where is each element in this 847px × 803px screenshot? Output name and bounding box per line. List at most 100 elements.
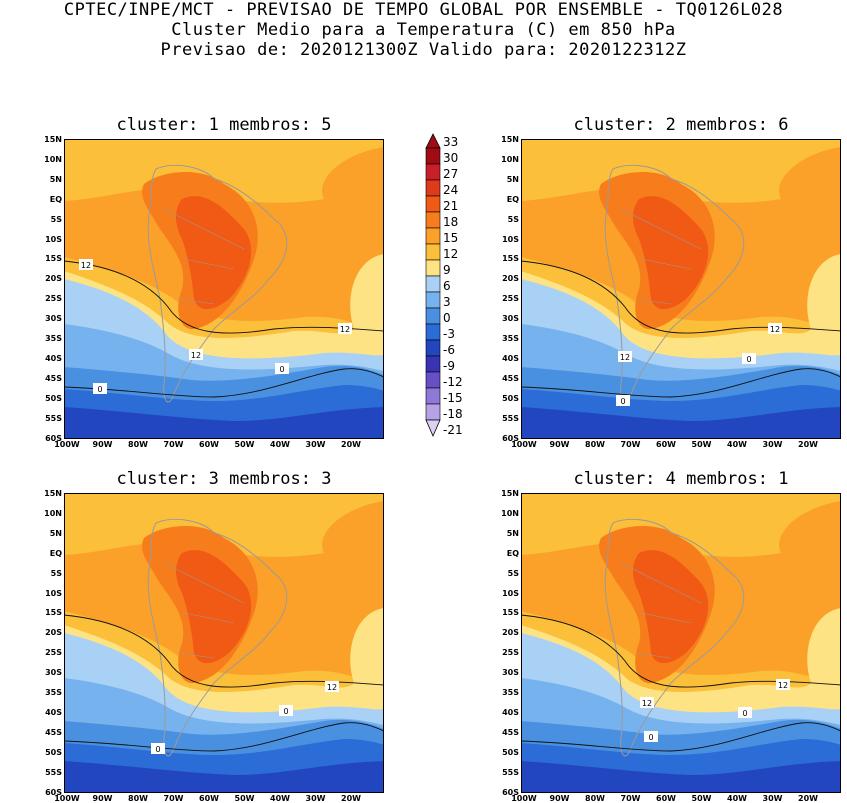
contour-label-text: 12 [81,261,91,270]
panel-4-map: 12 12 0 0 [521,493,841,793]
lon-tick-label: 20W [341,440,361,449]
lat-tick-label: 20S [45,274,62,284]
contour-label-text: 12 [642,699,652,708]
contour-label-bg [776,679,790,690]
lon-tick-label: 30W [762,440,783,449]
lat-tick-label: 55S [45,767,62,777]
lon-tick-label: 40W [270,794,290,803]
contour-label-text: 0 [648,733,653,742]
colorbar-label: 15 [443,231,459,245]
lon-tick-label: 30W [305,440,326,449]
contour-label-bg [279,705,293,716]
panel-3-title: cluster: 3 membros: 3 [116,469,332,489]
contour-label: 12 [189,349,203,360]
colorbar-label: -15 [443,391,463,405]
lat-tick-label: 10S [45,234,62,244]
colorbar-swatch [425,371,441,389]
panel-2-map: 12 12 0 0 [521,139,841,439]
contour-label-bg [742,353,756,364]
contour-label-bg [275,363,289,374]
panel-3-map: 12 0 0 [64,493,384,793]
colorbar-swatch [425,403,441,421]
lat-tick-label: 55S [502,413,519,423]
lat-tick-label: 25S [502,294,519,304]
contour-label-bg [768,323,782,334]
contour-label-bg [93,383,107,394]
lon-tick-label: 60W [199,440,219,449]
band-m6 [64,761,384,793]
colorbar-swatch [425,163,441,181]
contour-label: 0 [616,395,630,406]
lat-tick-label: EQ [49,194,62,204]
colorbar-swatch [425,211,441,229]
contour-label-text: 12 [191,351,201,360]
contour-label-text: 12 [770,325,780,334]
map-frame [521,493,841,793]
map-frame [64,139,384,439]
colorbar-label: 0 [443,311,451,325]
lat-tick-label: 30S [502,314,519,324]
lat-tick-label: 30S [45,314,62,324]
contour-label: 12 [640,697,654,708]
colorbar-swatch [425,227,441,245]
colorbar [425,133,441,437]
lon-tick-label: 90W [92,440,113,449]
lon-tick-label: 60W [656,440,676,449]
contour-label: 12 [768,323,782,334]
contour-0 [64,722,384,752]
colorbar-swatch [425,179,441,197]
contour-label-text: 12 [340,325,350,334]
lat-tick-label: 5N [49,528,62,538]
lat-tick-label: 15N [501,135,519,144]
contour-label-text: 12 [327,683,337,692]
colorbar-label: -18 [443,407,463,421]
panel-1-title: cluster: 1 membros: 5 [116,115,332,135]
contour-label: 0 [738,707,752,718]
contour-label-bg [338,323,352,334]
contour-0 [521,368,841,398]
colorbar-swatch [425,291,441,309]
lat-tick-label: 55S [45,413,62,423]
lat-tick-label: 30S [502,668,519,678]
lat-tick-label: 15N [501,489,519,498]
south-america-outline [604,164,745,403]
colorbar-label: 21 [443,199,459,213]
lon-tick-label: 80W [128,794,148,803]
lon-tick-label: 100W [511,440,537,449]
colorbar-label: 3 [443,295,451,309]
colorbar-label: 27 [443,167,459,181]
contour-label: 0 [151,743,165,754]
lon-tick-label: 100W [511,794,537,803]
lon-tick-label: 50W [691,794,712,803]
lat-tick-label: 40S [502,707,519,717]
colorbar-swatch [425,259,441,277]
contour-label-bg [189,349,203,360]
lat-tick-label: EQ [506,548,519,558]
colorbar-bottom-arrow [425,419,441,437]
colorbar-swatch [425,275,441,293]
lon-tick-label: 100W [54,440,80,449]
lat-tick-label: 5S [507,568,519,578]
lat-tick-label: 10N [501,154,519,164]
contour-label: 0 [279,705,293,716]
lat-tick-label: 60S [45,433,62,443]
lat-tick-label: 10N [501,508,519,518]
colorbar-swatch [425,323,441,341]
lat-tick-label: 45S [45,727,62,737]
contour-label-bg [79,259,93,270]
lon-tick-label: 50W [691,440,712,449]
lat-tick-label: 10S [502,234,519,244]
colorbar-swatch [425,307,441,325]
contour-label: 0 [93,383,107,394]
contour-label-text: 0 [742,709,747,718]
lon-tick-label: 90W [549,440,570,449]
lon-tick-label: 70W [620,440,641,449]
colorbar-swatch [425,339,441,357]
lat-tick-label: 40S [45,707,62,717]
contour-label-text: 0 [279,365,284,374]
colorbar-swatch [425,243,441,261]
colorbar-swatch [425,195,441,213]
lon-tick-label: 40W [727,794,747,803]
colorbar-label: 6 [443,279,451,293]
lat-tick-label: 50S [45,393,62,403]
